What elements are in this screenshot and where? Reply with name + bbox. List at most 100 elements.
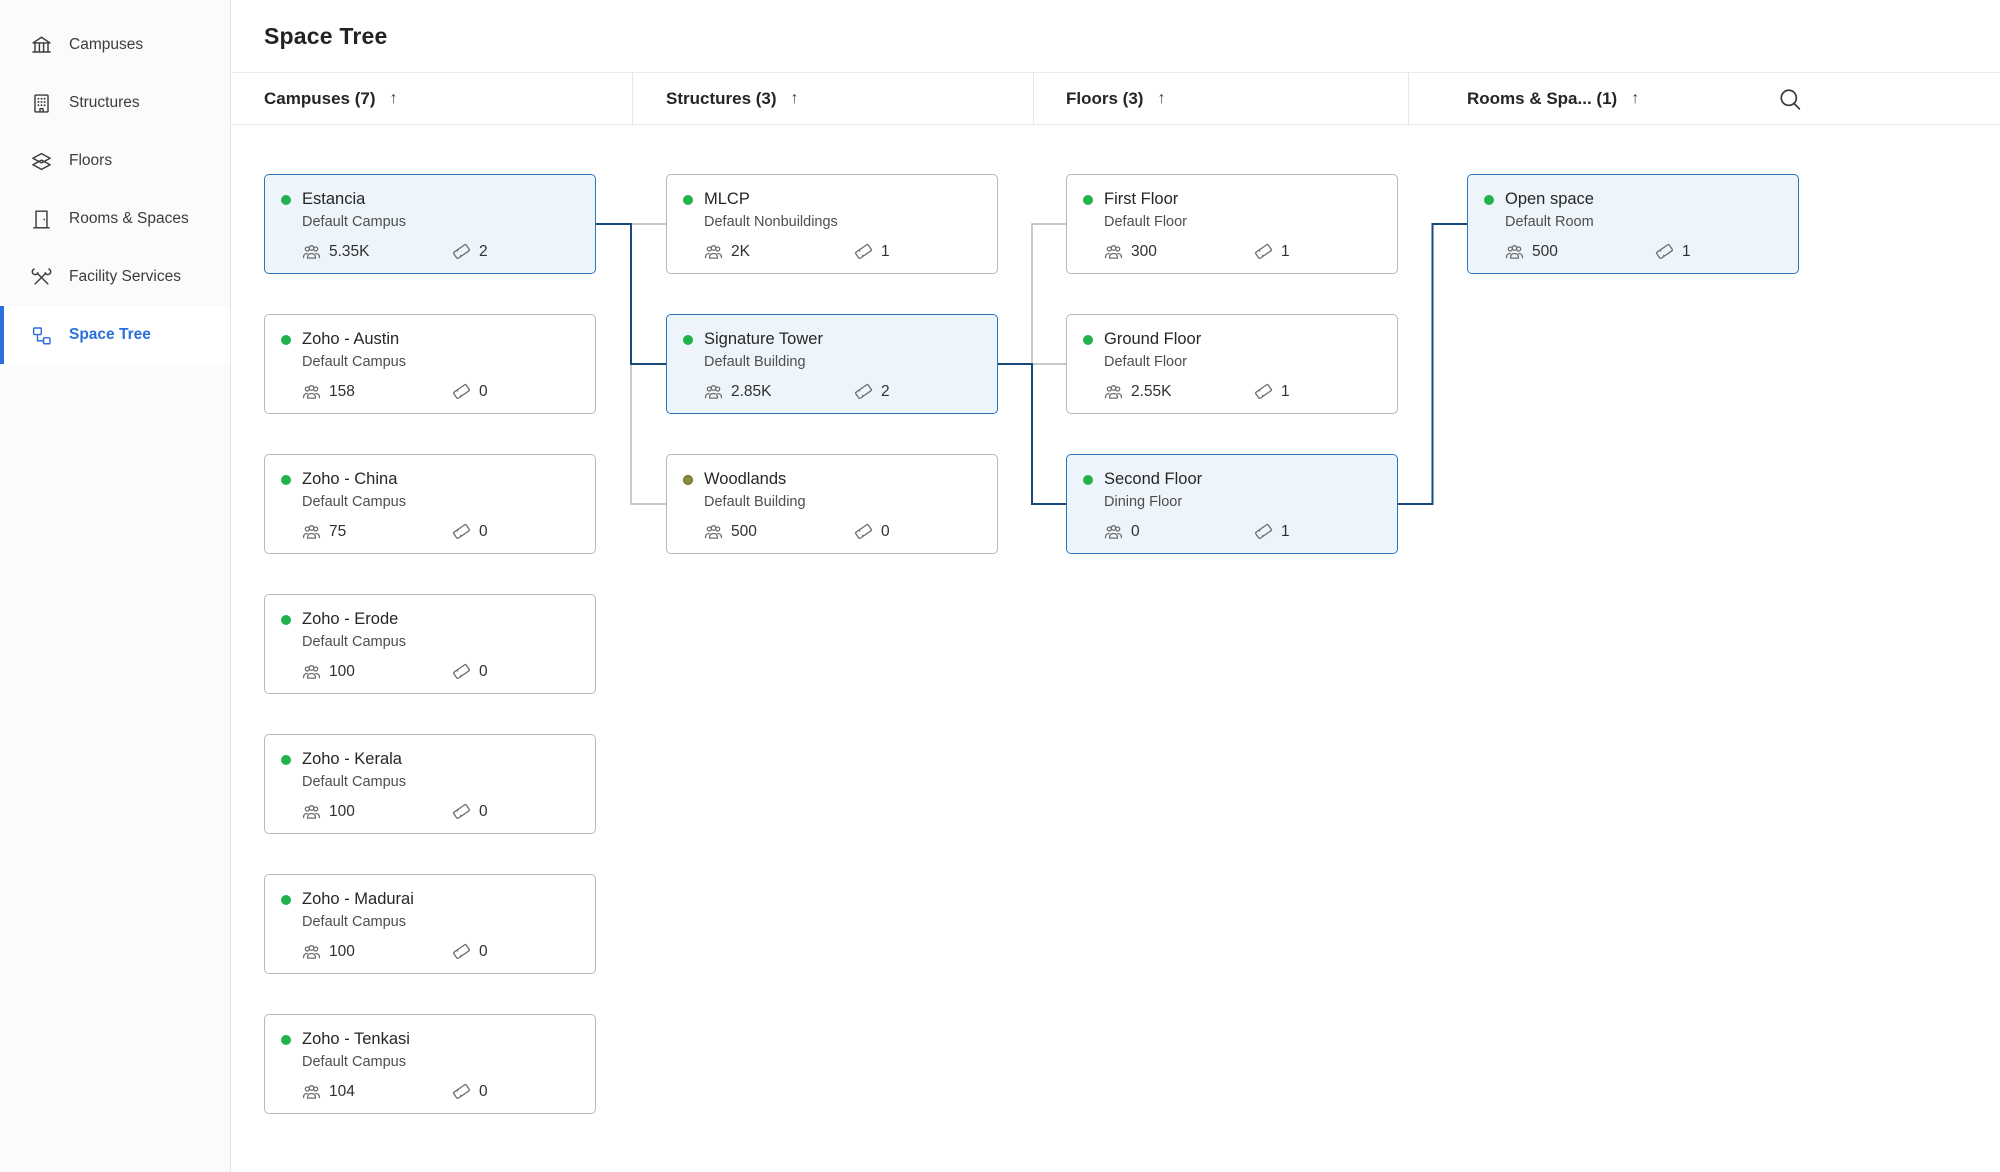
structures-icon: [30, 92, 53, 115]
card-zoho-tenkasi[interactable]: Zoho - Tenkasi Default Campus 104 0: [264, 1014, 596, 1114]
connector-highlighted: [1398, 223, 1467, 505]
card-stats: 104 0: [302, 1082, 579, 1101]
people-icon: [704, 522, 723, 541]
card-subtitle: Dining Floor: [1104, 494, 1183, 510]
card-subtitle: Default Building: [704, 494, 806, 510]
occupancy-count: 300: [1131, 242, 1157, 260]
card-woodlands[interactable]: Woodlands Default Building 500 0: [666, 454, 998, 554]
sidebar-item-label: Rooms & Spaces: [69, 210, 189, 227]
ticket-icon: [854, 382, 873, 401]
sidebar-item-floors[interactable]: Floors: [0, 132, 230, 190]
column-header-campuses[interactable]: Campuses (7) ↑: [264, 73, 397, 125]
floors-icon: [30, 150, 53, 173]
card-open-space[interactable]: Open space Default Room 500 1: [1467, 174, 1799, 274]
card-zoho-austin[interactable]: Zoho - Austin Default Campus 158 0: [264, 314, 596, 414]
card-signature-tower[interactable]: Signature Tower Default Building 2.85K 2: [666, 314, 998, 414]
sidebar-item-label: Facility Services: [69, 268, 181, 285]
card-stats: 300 1: [1104, 242, 1381, 261]
card-subtitle: Default Room: [1505, 214, 1594, 230]
ticket-icon: [854, 522, 873, 541]
sidebar-item-space-tree[interactable]: Space Tree: [0, 306, 230, 364]
people-icon: [302, 242, 321, 261]
connector-highlighted: [596, 223, 666, 365]
ticket-icon: [1254, 382, 1273, 401]
sidebar-item-rooms-spaces[interactable]: Rooms & Spaces: [0, 190, 230, 248]
asset-count: 0: [479, 942, 488, 960]
status-dot: [1484, 195, 1494, 205]
status-dot: [281, 195, 291, 205]
status-dot: [281, 615, 291, 625]
people-icon: [1104, 242, 1123, 261]
search-icon[interactable]: [1777, 86, 1804, 113]
card-subtitle: Default Floor: [1104, 354, 1188, 370]
sidebar-item-label: Floors: [69, 152, 113, 169]
occupancy-count: 100: [329, 802, 355, 820]
card-zoho-erode[interactable]: Zoho - Erode Default Campus 100 0: [264, 594, 596, 694]
space-tree-icon: [30, 324, 53, 347]
column-header-floors[interactable]: Floors (3) ↑: [1066, 73, 1165, 125]
card-stats: 158 0: [302, 382, 579, 401]
card-zoho-china[interactable]: Zoho - China Default Campus 75 0: [264, 454, 596, 554]
status-dot: [281, 755, 291, 765]
asset-count: 1: [1281, 242, 1290, 260]
occupancy-count: 500: [731, 522, 757, 540]
column-header-label: Rooms & Spa... (1): [1467, 89, 1618, 108]
rooms-spaces-icon: [30, 208, 53, 231]
ticket-icon: [1254, 522, 1273, 541]
card-stats: 2K 1: [704, 242, 981, 261]
card-mlcp[interactable]: MLCP Default Nonbuildings 2K 1: [666, 174, 998, 274]
sidebar-item-facility-services[interactable]: Facility Services: [0, 248, 230, 306]
card-subtitle: Default Campus: [302, 354, 406, 370]
card-zoho-kerala[interactable]: Zoho - Kerala Default Campus 100 0: [264, 734, 596, 834]
card-zoho-madurai[interactable]: Zoho - Madurai Default Campus 100 0: [264, 874, 596, 974]
sort-asc-icon[interactable]: ↑: [790, 90, 799, 107]
card-subtitle: Default Campus: [302, 1054, 406, 1070]
people-icon: [704, 382, 723, 401]
asset-count: 0: [479, 522, 488, 540]
people-icon: [302, 382, 321, 401]
people-icon: [302, 802, 321, 821]
card-stats: 0 1: [1104, 522, 1381, 541]
card-stats: 100 0: [302, 802, 579, 821]
occupancy-count: 500: [1532, 242, 1558, 260]
sort-asc-icon[interactable]: ↑: [389, 90, 398, 107]
page-header: Space Tree: [231, 0, 2000, 73]
card-title: Signature Tower: [704, 330, 823, 348]
occupancy-count: 2.55K: [1131, 382, 1172, 400]
ticket-icon: [452, 382, 471, 401]
column-divider: [1408, 73, 1409, 125]
card-subtitle: Default Campus: [302, 494, 406, 510]
card-first-floor[interactable]: First Floor Default Floor 300 1: [1066, 174, 1398, 274]
connector-highlighted: [998, 363, 1066, 505]
column-header-rooms-spa[interactable]: Rooms & Spa... (1) ↑: [1467, 73, 1639, 125]
people-icon: [302, 522, 321, 541]
card-stats: 2.85K 2: [704, 382, 981, 401]
status-dot: [1083, 195, 1093, 205]
column-header-structures[interactable]: Structures (3) ↑: [666, 73, 799, 125]
sort-asc-icon[interactable]: ↑: [1631, 90, 1640, 107]
asset-count: 0: [479, 382, 488, 400]
ticket-icon: [1655, 242, 1674, 261]
card-title: Zoho - Madurai: [302, 890, 414, 908]
card-second-floor[interactable]: Second Floor Dining Floor 0 1: [1066, 454, 1398, 554]
card-title: Zoho - Tenkasi: [302, 1030, 410, 1048]
status-dot: [683, 335, 693, 345]
card-subtitle: Default Nonbuildings: [704, 214, 838, 230]
people-icon: [1104, 522, 1123, 541]
sort-asc-icon[interactable]: ↑: [1157, 90, 1166, 107]
ticket-icon: [452, 662, 471, 681]
connector: [998, 223, 1066, 365]
sidebar-item-campuses[interactable]: Campuses: [0, 16, 230, 74]
card-ground-floor[interactable]: Ground Floor Default Floor 2.55K 1: [1066, 314, 1398, 414]
card-title: Zoho - Kerala: [302, 750, 402, 768]
ticket-icon: [452, 1082, 471, 1101]
asset-count: 1: [1281, 522, 1290, 540]
main-area: Space Tree Campuses (7) ↑ Structures (3)…: [231, 0, 2000, 1172]
status-dot: [281, 895, 291, 905]
column-header-label: Floors (3): [1066, 89, 1144, 108]
card-estancia[interactable]: Estancia Default Campus 5.35K 2: [264, 174, 596, 274]
occupancy-count: 2.85K: [731, 382, 772, 400]
card-title: Zoho - Erode: [302, 610, 399, 628]
sidebar-item-structures[interactable]: Structures: [0, 74, 230, 132]
status-dot: [1083, 335, 1093, 345]
